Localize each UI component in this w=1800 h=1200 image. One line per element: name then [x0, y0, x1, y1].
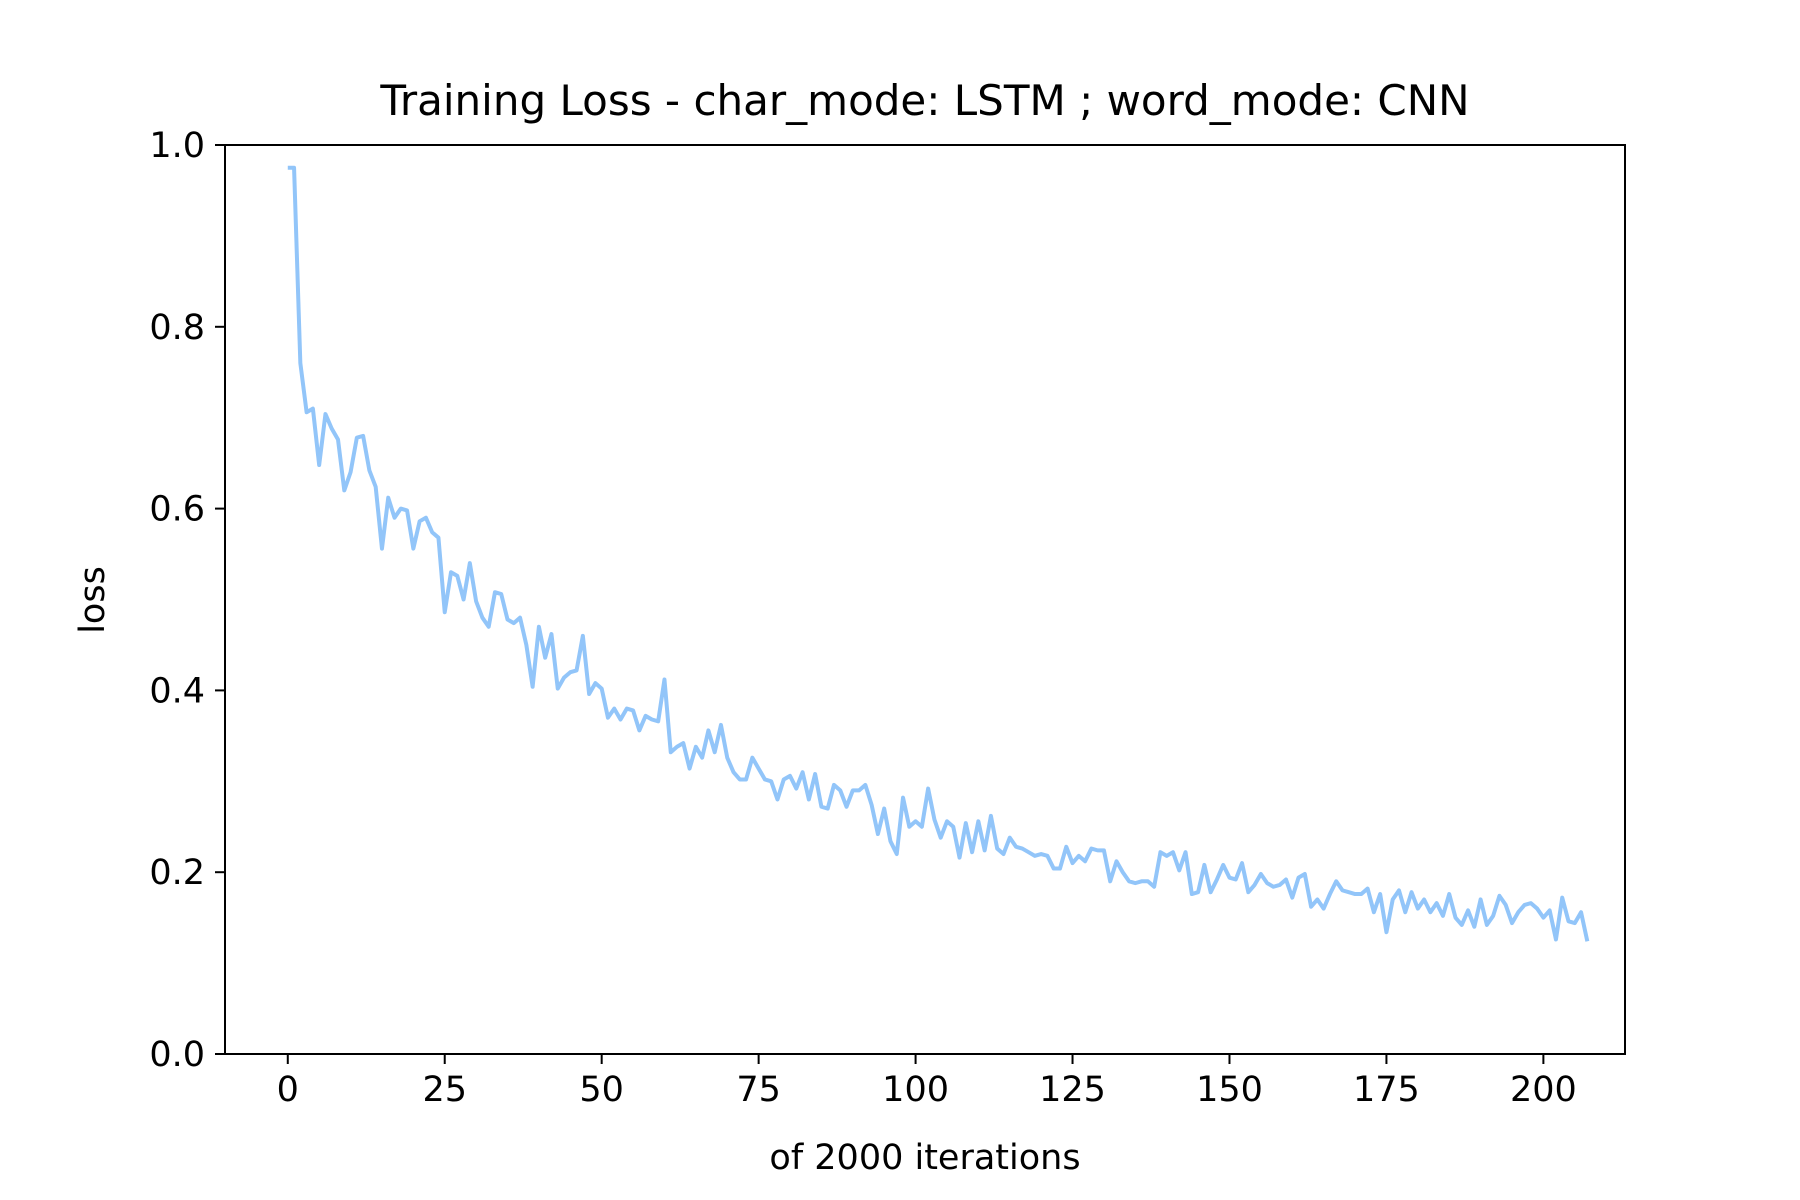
x-tick-label: 0: [277, 1070, 299, 1110]
y-tick-label: 0.4: [149, 671, 205, 711]
x-tick-label: 125: [1039, 1070, 1106, 1110]
x-tick-label: 175: [1353, 1070, 1420, 1110]
plot-area: [224, 144, 1626, 1055]
x-tick-label: 50: [579, 1070, 624, 1110]
y-tick-label: 0.8: [149, 308, 205, 348]
y-tick-label: 1.0: [149, 126, 205, 166]
axes-frame: [224, 144, 1626, 1055]
x-tick-label: 150: [1196, 1070, 1263, 1110]
y-tick-label: 0.2: [149, 853, 205, 893]
chart-title: Training Loss - char_mode: LSTM ; word_m…: [379, 76, 1469, 125]
x-axis: 0 25 50 75 100 125 150 175 200: [277, 1054, 1577, 1110]
y-tick-label: 0.6: [149, 490, 205, 530]
x-tick-label: 25: [422, 1070, 467, 1110]
x-tick-label: 200: [1510, 1070, 1577, 1110]
y-axis-label: loss: [73, 566, 113, 634]
series-line-loss: [287, 165, 1590, 942]
x-tick-label: 75: [736, 1070, 781, 1110]
x-axis-label: of 2000 iterations: [769, 1138, 1080, 1178]
y-tick-label: 0.0: [149, 1035, 205, 1075]
y-axis: 0.0 0.2 0.4 0.6 0.8 1.0: [149, 126, 225, 1075]
x-tick-label: 100: [882, 1070, 949, 1110]
